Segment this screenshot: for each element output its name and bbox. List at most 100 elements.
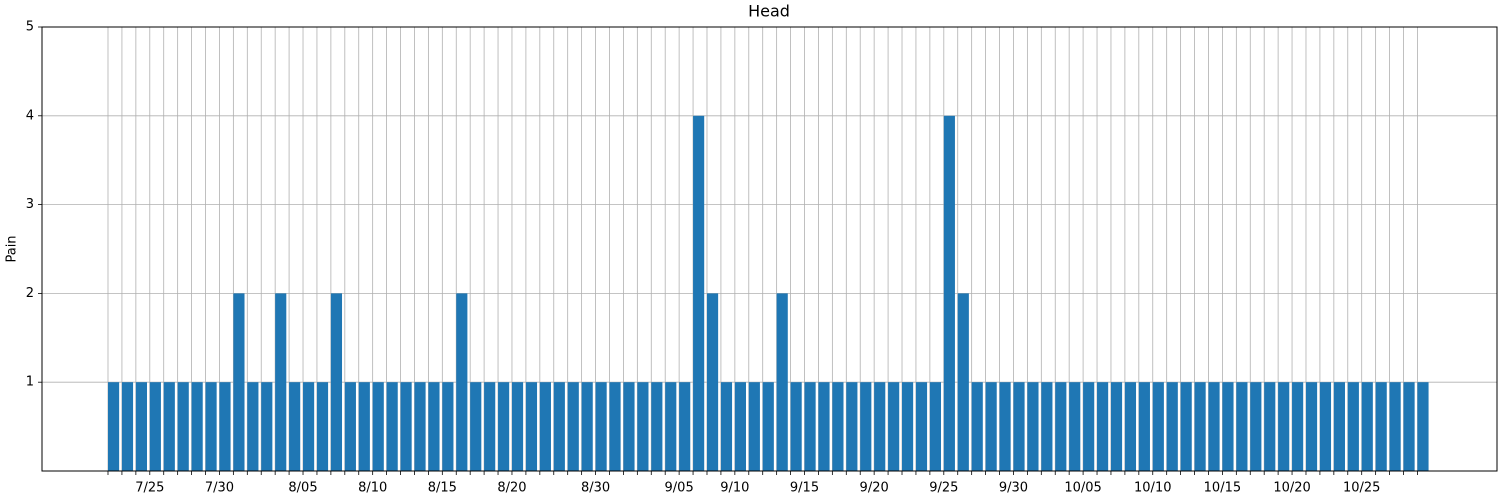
bar (1138, 382, 1150, 471)
x-tick-label: 9/30 (999, 481, 1028, 496)
bar (428, 382, 440, 471)
x-tick-label: 9/25 (929, 481, 958, 496)
x-tick-label: 10/25 (1343, 481, 1380, 496)
bar (762, 382, 774, 471)
x-tick-label: 7/30 (205, 481, 234, 496)
bar (623, 382, 635, 471)
bar (1222, 382, 1234, 471)
y-tick-label: 3 (26, 197, 34, 212)
bar (233, 293, 245, 471)
bar (929, 382, 942, 471)
bar (1264, 382, 1276, 471)
bar (665, 382, 677, 471)
y-tick-label: 5 (26, 20, 34, 35)
bar (149, 382, 161, 471)
bar (372, 382, 384, 471)
bar (1055, 382, 1067, 471)
bar (484, 382, 496, 471)
x-tick-label: 9/20 (860, 481, 889, 496)
bar (706, 293, 719, 471)
bar (1180, 382, 1192, 471)
bar (1208, 382, 1220, 471)
x-tick-label: 10/15 (1204, 481, 1241, 496)
bar (1250, 382, 1262, 471)
bar (539, 382, 551, 471)
bar (679, 382, 691, 471)
bar (219, 382, 231, 471)
bar (1319, 382, 1332, 471)
bar (860, 382, 872, 471)
chart-title: Head (748, 2, 790, 21)
bar (456, 293, 468, 471)
bar (1152, 382, 1164, 471)
bar (734, 382, 746, 471)
bar (748, 382, 760, 471)
bar (177, 382, 189, 471)
bar (693, 115, 705, 472)
bar (303, 382, 315, 471)
bar (971, 382, 983, 471)
bar (818, 382, 830, 471)
bar (1292, 382, 1304, 471)
y-tick-label: 2 (26, 286, 34, 301)
bar (776, 293, 788, 471)
x-tick-label: 9/15 (790, 481, 819, 496)
bar (985, 382, 997, 471)
bar (1347, 382, 1359, 471)
bar (163, 382, 175, 471)
bar (511, 382, 524, 471)
bar (1083, 382, 1095, 471)
bar (567, 382, 579, 471)
x-tick-label: 8/15 (428, 481, 457, 496)
bar (1403, 382, 1415, 471)
bar (247, 382, 259, 471)
bar (1236, 382, 1248, 471)
bar (1166, 382, 1178, 471)
bar (832, 382, 844, 471)
bar (637, 382, 649, 471)
bar (330, 293, 343, 471)
bar (957, 293, 969, 471)
bar (915, 382, 928, 471)
bar (289, 382, 301, 471)
bar (943, 115, 955, 472)
bar (1124, 382, 1137, 471)
bar (1110, 382, 1123, 471)
bar (498, 382, 510, 471)
y-axis-label: Pain (5, 235, 20, 262)
bar (470, 382, 482, 471)
bar (1361, 382, 1373, 471)
bar (108, 382, 120, 471)
bar (442, 382, 454, 471)
bar (1013, 382, 1025, 471)
bar (1069, 382, 1081, 471)
x-tick-label: 10/20 (1273, 481, 1310, 496)
bar (874, 382, 886, 471)
bar (1375, 382, 1387, 471)
x-tick-label: 10/05 (1064, 481, 1101, 496)
bar (414, 382, 426, 471)
bar (400, 382, 412, 471)
bar (1305, 382, 1318, 471)
bar (1417, 382, 1429, 471)
plot-frame (41, 26, 1498, 472)
bar (609, 382, 621, 471)
x-tick-label: 9/05 (665, 481, 694, 496)
bar (553, 382, 565, 471)
bar (902, 382, 914, 471)
bar (1097, 382, 1109, 471)
bar (720, 382, 733, 471)
x-tick-label: 8/10 (358, 481, 387, 496)
x-tick-label: 8/05 (288, 481, 317, 496)
x-tick-label: 8/30 (581, 481, 610, 496)
x-tick-label: 8/20 (497, 481, 526, 496)
bar (581, 382, 593, 471)
bar (525, 382, 538, 471)
bar (790, 382, 802, 471)
bar (205, 382, 217, 471)
x-tick-label: 9/10 (720, 481, 749, 496)
bar (888, 382, 900, 471)
bar (846, 382, 858, 471)
bar (1194, 382, 1206, 471)
